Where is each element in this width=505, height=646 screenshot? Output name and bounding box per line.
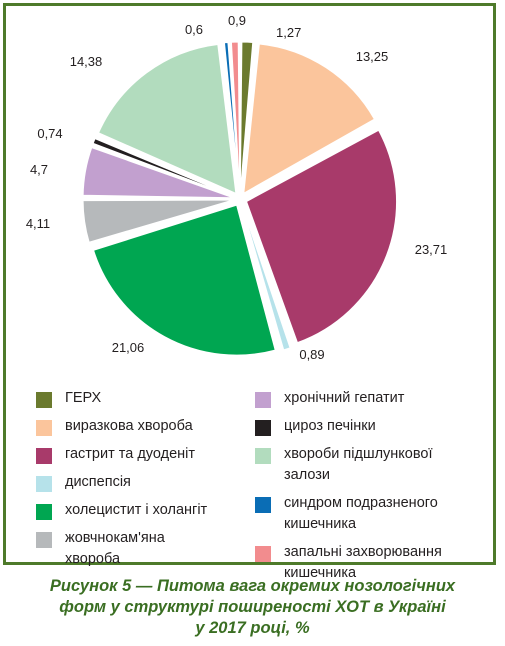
- pie-slice: [245, 129, 397, 344]
- legend-label: запальні захворювання: [284, 544, 442, 560]
- pie-slice: [82, 147, 234, 199]
- legend-label: холецистит і холангіт: [65, 502, 208, 518]
- legend-swatch: [36, 392, 52, 408]
- slice-value-label: 0,74: [37, 126, 62, 141]
- legend-item: диспепсія: [36, 472, 256, 493]
- legend-label: хронічний гепатит: [284, 390, 405, 406]
- legend-item: холецистит і холангіт: [36, 500, 256, 521]
- pie-slice: [243, 43, 376, 195]
- legend-item: ГЕРХ: [36, 388, 256, 409]
- legend-column-left: ГЕРХ виразкова хвороба гастрит та дуоденіт…: [36, 388, 256, 577]
- slice-value-label: 0,89: [299, 347, 324, 362]
- pie-chart: 1,27 13,25 23,71 0,89 21,06 4,11 4,7 0,74 14,38 0…: [26, 13, 448, 362]
- pie-slice: [92, 204, 276, 356]
- legend-label: цироз печінки: [284, 418, 376, 434]
- legend-swatch: [36, 476, 52, 492]
- slice-value-label: 23,71: [415, 242, 448, 257]
- legend-item: цироз печінки: [255, 416, 475, 437]
- legend-item: гастрит та дуоденіт: [36, 444, 256, 465]
- legend: ГЕРХ виразкова хвороба гастрит та дуоденіт…: [36, 388, 491, 581]
- slice-value-label: 4,11: [26, 216, 50, 231]
- legend-label: жовчнокам'яна: [65, 530, 165, 546]
- legend-swatch: [36, 448, 52, 464]
- slice-value-label: 21,06: [112, 340, 145, 355]
- caption-line-3: у 2017 році, %: [195, 619, 310, 637]
- legend-label: хвороба: [65, 551, 121, 567]
- legend-swatch: [255, 392, 271, 408]
- legend-item: хвороби підшлункової залози: [255, 444, 475, 486]
- pie-slice: [92, 138, 234, 197]
- legend-item: виразкова хвороба: [36, 416, 256, 437]
- slice-value-label: 1,27: [276, 25, 301, 40]
- slice-value-label: 13,25: [356, 49, 389, 64]
- legend-item: запальні захворювання кишечника: [255, 542, 475, 584]
- pie-slice: [239, 41, 254, 193]
- figure-frame: 1,27 13,25 23,71 0,89 21,06 4,11 4,7 0,74 14,38 0…: [3, 3, 496, 581]
- caption-line-2: форм у структурі поширеності ХОТ в Украї…: [59, 598, 446, 616]
- legend-swatch: [36, 420, 52, 436]
- slice-value-label: 0,6: [185, 22, 203, 37]
- legend-label: виразкова хвороба: [65, 418, 193, 434]
- figure-caption: Рисунок 5 — Питома вага окремих нозологі…: [0, 576, 505, 639]
- legend-label: кишечника: [284, 565, 357, 581]
- legend-label: синдром подразненого: [284, 495, 438, 511]
- pie-slice: [241, 205, 291, 351]
- legend-label: ГЕРХ: [65, 390, 102, 406]
- caption-line-1: Рисунок 5 — Питома вага окремих нозологі…: [49, 577, 456, 595]
- pie-slice: [230, 41, 241, 193]
- legend-swatch: [255, 420, 271, 436]
- pie-slice: [82, 199, 234, 243]
- legend-item: хронічний гепатит: [255, 388, 475, 409]
- legend-item: синдром подразненого кишечника: [255, 493, 475, 535]
- pie-slice: [97, 43, 237, 195]
- legend-swatch: [36, 532, 52, 548]
- slice-value-label: 14,38: [70, 54, 103, 69]
- legend-label: гастрит та дуоденіт: [65, 446, 196, 462]
- legend-label: залози: [284, 467, 330, 483]
- legend-swatch: [255, 497, 271, 513]
- legend-label: кишечника: [284, 516, 357, 532]
- legend-label: хвороби підшлункової: [284, 446, 433, 462]
- slice-value-label: 4,7: [30, 162, 48, 177]
- legend-label: диспепсія: [65, 474, 131, 490]
- legend-item: жовчнокам'яна хвороба: [36, 528, 256, 570]
- legend-swatch: [255, 448, 271, 464]
- legend-swatch: [255, 546, 271, 562]
- legend-swatch: [36, 504, 52, 520]
- slice-value-label: 0,9: [228, 13, 246, 28]
- pie-slice: [223, 41, 240, 193]
- legend-column-right: хронічний гепатит цироз печінки хвороби пі…: [255, 388, 475, 591]
